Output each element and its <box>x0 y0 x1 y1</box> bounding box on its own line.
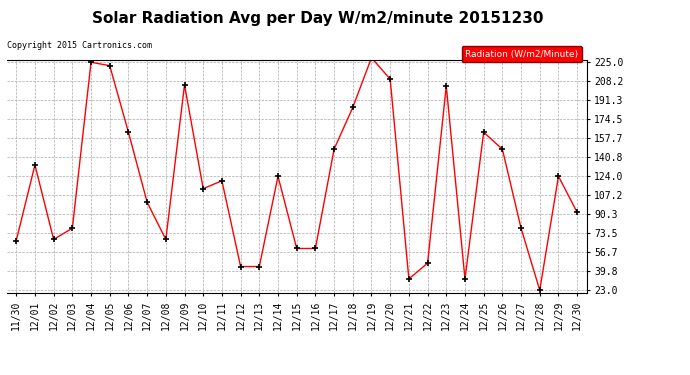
Legend: Radiation (W/m2/Minute): Radiation (W/m2/Minute) <box>462 46 582 62</box>
Text: Solar Radiation Avg per Day W/m2/minute 20151230: Solar Radiation Avg per Day W/m2/minute … <box>92 11 543 26</box>
Text: Copyright 2015 Cartronics.com: Copyright 2015 Cartronics.com <box>7 41 152 50</box>
